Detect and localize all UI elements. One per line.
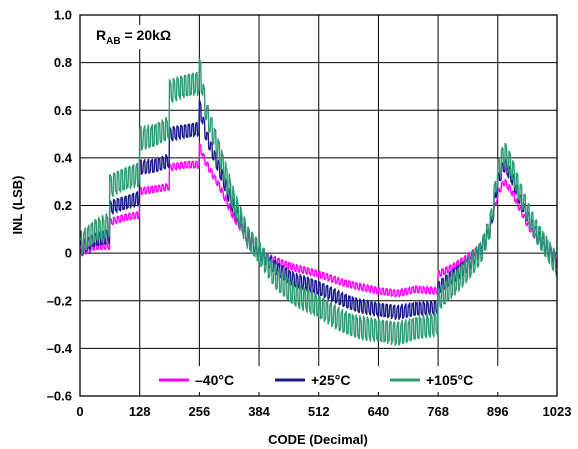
series-line-3 <box>79 58 558 347</box>
legend-label-1: –40°C <box>195 372 234 388</box>
annotation-rest: = 20kΩ <box>121 27 172 43</box>
x-tick-label: 512 <box>308 404 330 419</box>
x-axis-label: CODE (Decimal) <box>268 432 368 447</box>
legend-label-2: +25°C <box>311 372 350 388</box>
legend-background <box>148 366 500 392</box>
plot-frame <box>79 14 558 397</box>
annotation-background <box>92 25 176 49</box>
x-tick-label: 640 <box>368 404 390 419</box>
y-tick-label: –0.4 <box>47 341 73 356</box>
y-tick-label: 1.0 <box>54 8 72 23</box>
y-tick-labels: –0.6 –0.4 –0.2 0 0.2 0.4 0.6 0.8 1.0 <box>47 8 73 404</box>
y-axis-label: INL (LSB) <box>10 176 25 235</box>
y-tick-label: 0.2 <box>54 198 72 213</box>
annotation-main: R <box>96 27 106 43</box>
y-tick-label: –0.2 <box>47 293 72 308</box>
annotation-subscript: AB <box>106 36 120 47</box>
y-tick-label: 0 <box>65 246 72 261</box>
x-tick-label: 1023 <box>543 404 572 419</box>
y-tick-label: –0.6 <box>47 389 72 404</box>
x-tick-label: 768 <box>427 404 449 419</box>
y-tick-label: 0.6 <box>54 103 72 118</box>
x-tick-label: 0 <box>76 404 83 419</box>
plot-border <box>79 14 558 397</box>
x-tick-label: 896 <box>487 404 509 419</box>
legend-label-3: +105°C <box>426 372 473 388</box>
y-tick-label: 0.4 <box>54 150 73 165</box>
series-layer <box>79 58 558 347</box>
y-tick-label: 0.8 <box>54 55 72 70</box>
x-tick-labels: 0 128 256 384 512 640 768 896 1023 <box>76 404 571 419</box>
legend: –40°C +25°C +105°C <box>148 366 500 392</box>
x-tick-label: 256 <box>189 404 211 419</box>
resistance-annotation: RAB = 20kΩ <box>96 27 171 47</box>
x-tick-label: 128 <box>129 404 151 419</box>
x-tick-label: 384 <box>248 404 270 419</box>
